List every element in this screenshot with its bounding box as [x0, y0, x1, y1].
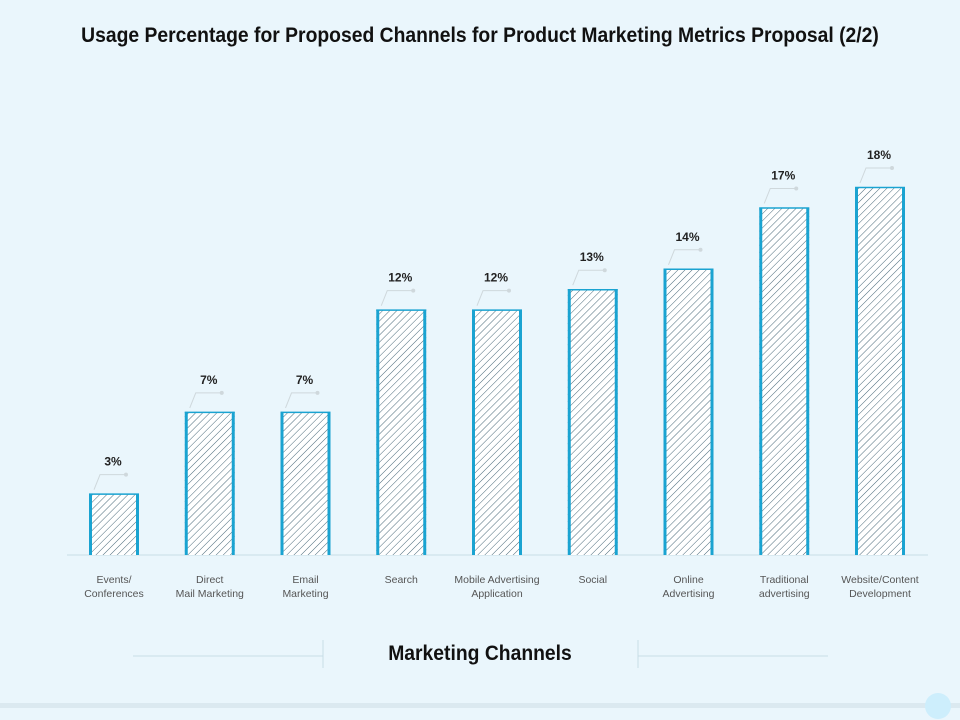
label-dot [219, 390, 224, 395]
label-dot [602, 268, 607, 273]
label-leader [189, 392, 222, 409]
label-leader [763, 187, 797, 204]
x-axis-title: Marketing Channels [388, 642, 572, 665]
x-tick-label: Direct Mail Marketing [175, 574, 244, 600]
x-tick-label: Email Marketing [282, 574, 329, 600]
x-tick-label: Search [384, 574, 418, 586]
x-tick-label: Traditional advertising [758, 574, 810, 600]
bar [280, 411, 331, 555]
data-label: 14% [675, 230, 699, 244]
label-dot [794, 186, 799, 191]
label-dot [507, 288, 511, 293]
label-leader [476, 290, 509, 306]
bar [376, 309, 427, 555]
label-dot [124, 472, 128, 477]
data-label: 7% [296, 373, 314, 387]
label-leader [668, 249, 701, 265]
label-leader [859, 167, 892, 184]
decor-circle [925, 693, 951, 719]
bar [89, 493, 139, 555]
x-tick-label: Social [578, 574, 608, 586]
x-tick-label: Events/ Conferences [84, 574, 144, 600]
x-tick-label: Website/Content Development [841, 574, 919, 600]
bar [184, 411, 235, 555]
data-label: 13% [580, 250, 604, 264]
data-label: 12% [484, 271, 508, 285]
label-leader [572, 269, 605, 286]
footer-strip [0, 703, 960, 708]
bar [472, 309, 522, 555]
label-dot [315, 390, 320, 395]
chart-title: Usage Percentage for Proposed Channels f… [81, 24, 879, 47]
x-tick-label: Mobile Advertising Application [454, 574, 540, 600]
label-leader [285, 392, 318, 409]
data-label: 17% [771, 168, 795, 182]
data-label: 18% [867, 148, 891, 162]
data-label: 3% [104, 455, 122, 469]
bar [567, 289, 618, 555]
label-leader [380, 290, 414, 306]
data-label: 7% [200, 373, 218, 387]
bar [663, 268, 714, 555]
label-dot [698, 247, 703, 252]
x-tick-label: Online Advertising [662, 574, 715, 600]
label-dot [890, 166, 894, 170]
data-label: 12% [388, 271, 412, 285]
label-leader [93, 474, 126, 490]
bar [759, 207, 810, 555]
label-dot [411, 288, 416, 293]
bar [855, 187, 905, 555]
